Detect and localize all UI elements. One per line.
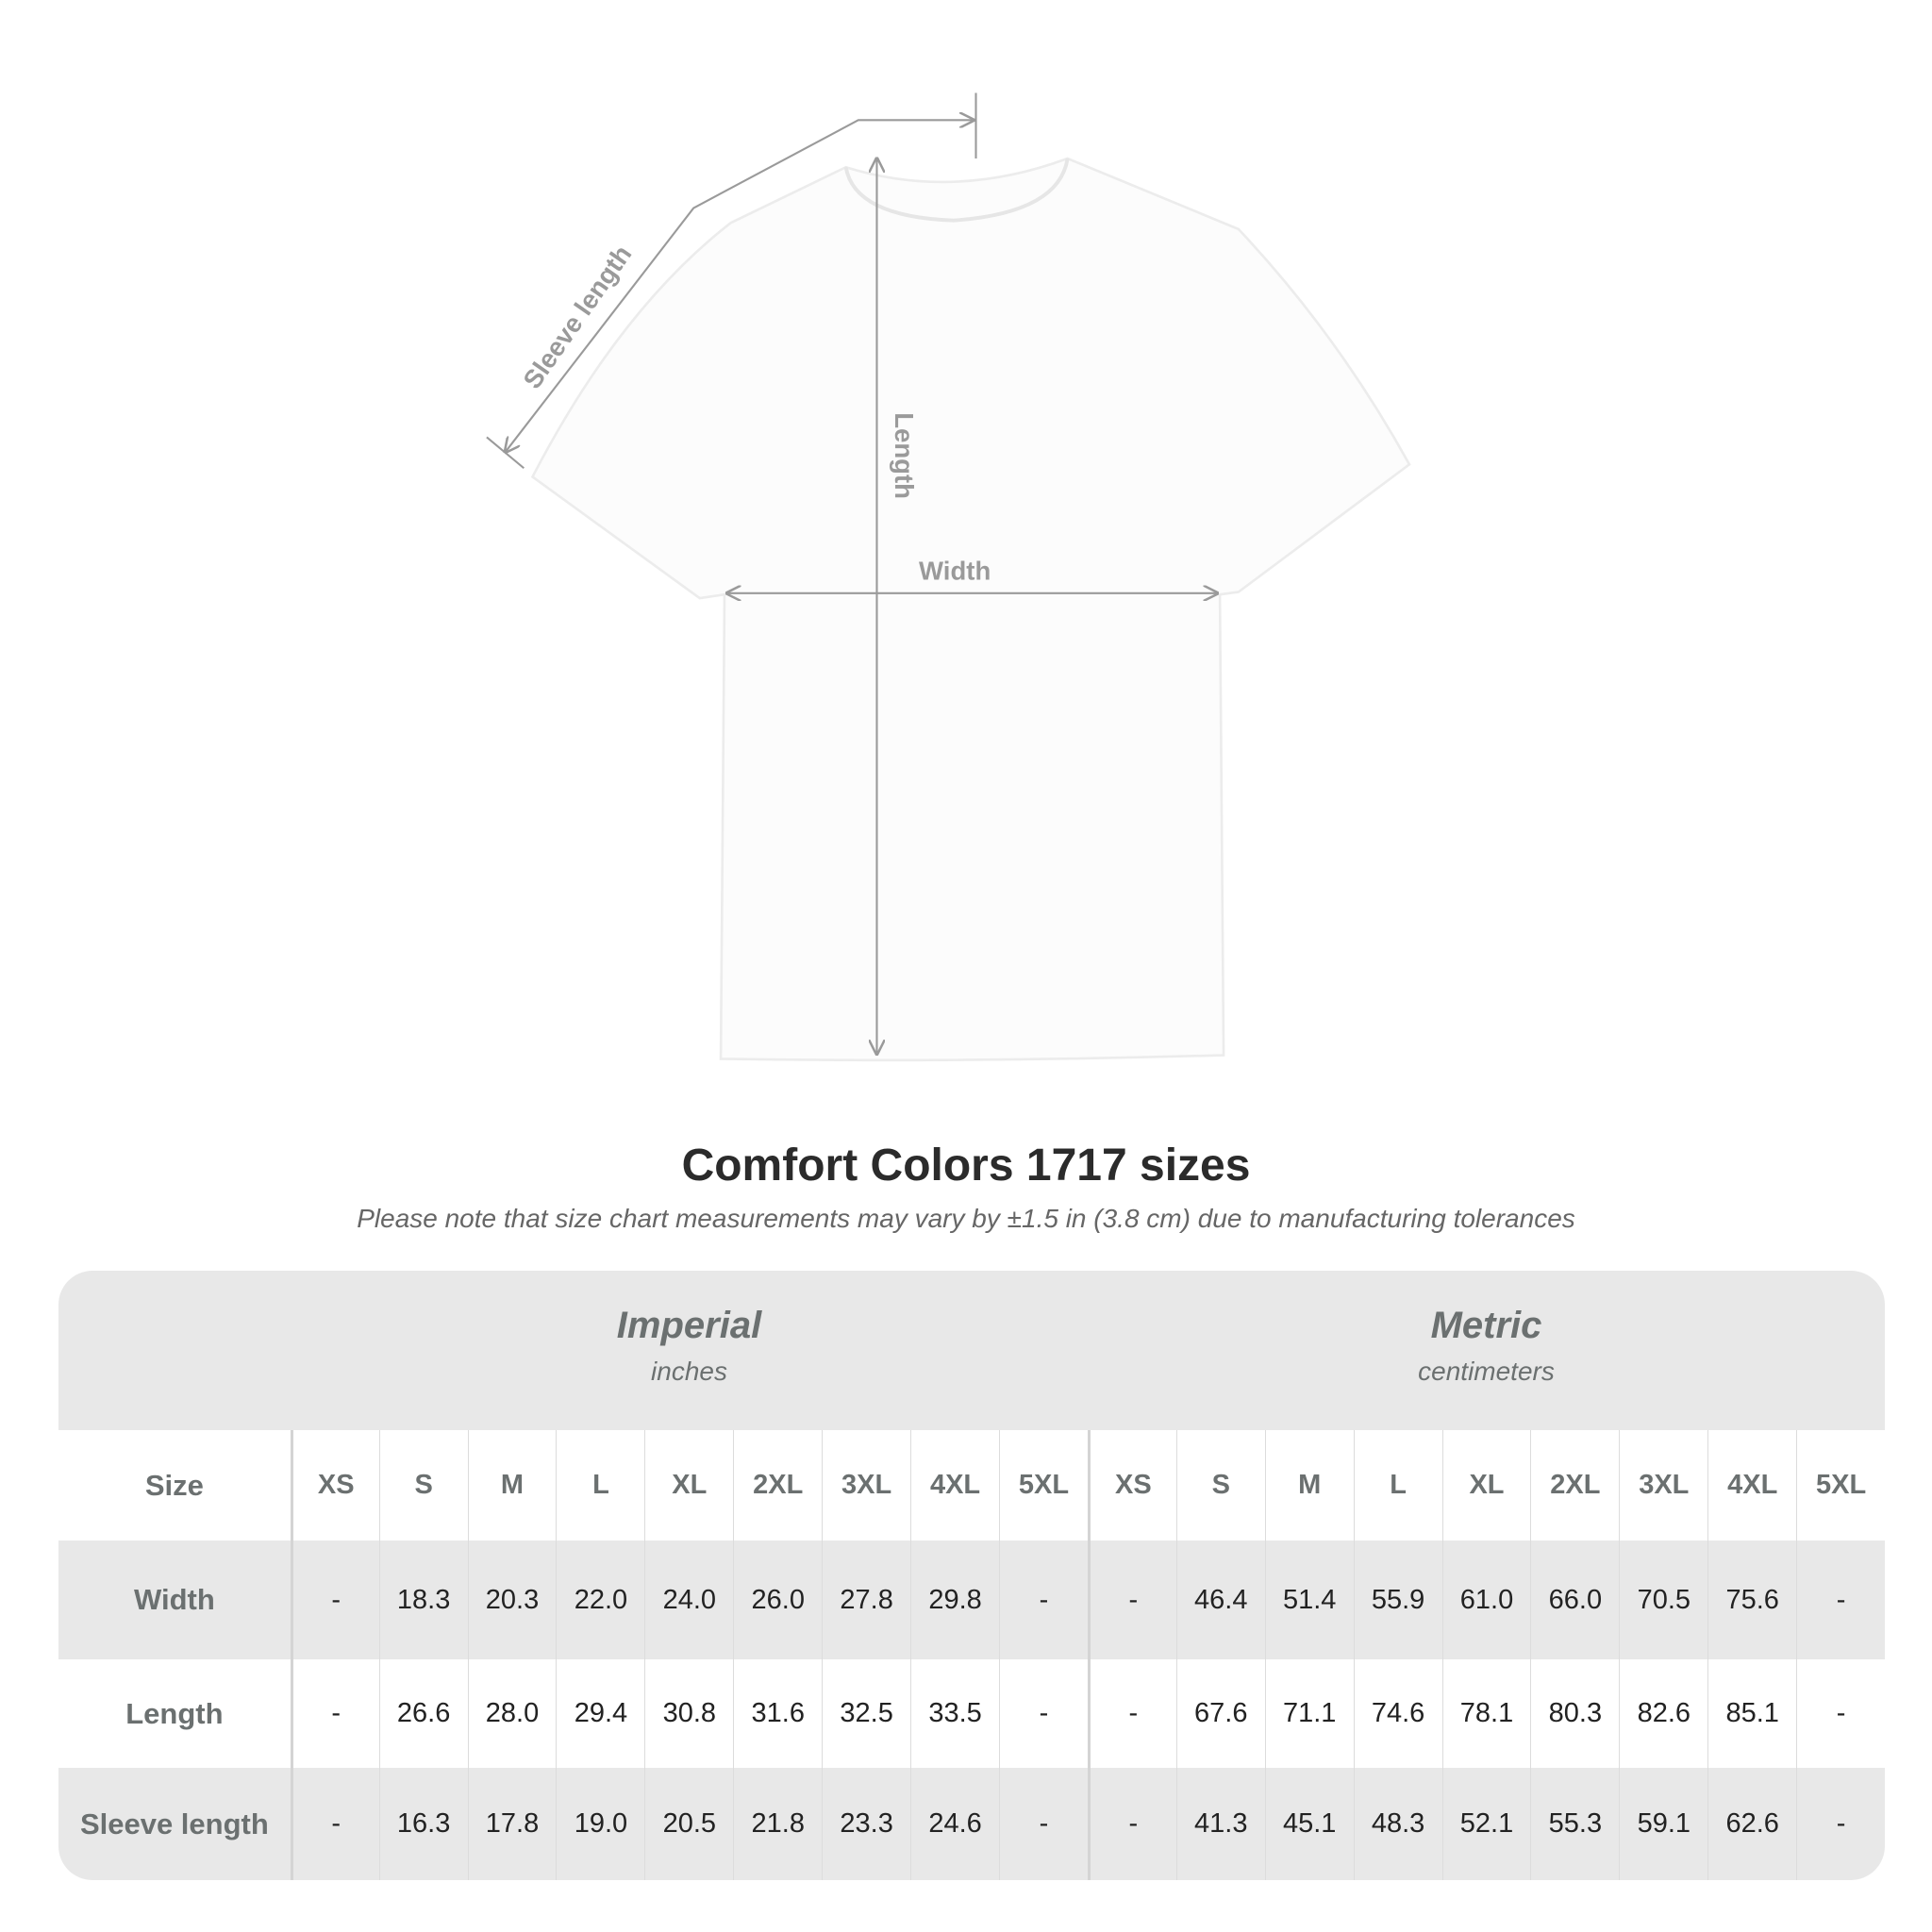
table-cell: 31.6 (733, 1659, 822, 1768)
table-cell: 20.3 (467, 1541, 557, 1659)
size-header-cell: 5XL (999, 1430, 1088, 1541)
table-cell: 26.0 (733, 1541, 822, 1659)
table-cell: 17.8 (467, 1768, 557, 1880)
table-cell: 23.3 (822, 1768, 910, 1880)
table-cell: 33.5 (910, 1659, 999, 1768)
table-row: Length -26.6 28.0 29.4 30.8 31.6 32.5 33.5- -67.… (58, 1659, 1885, 1768)
table-cell: 29.8 (910, 1541, 999, 1659)
table-cell: - (290, 1659, 379, 1768)
table-cell: 85.1 (1707, 1659, 1796, 1768)
table-cell: - (1796, 1768, 1885, 1880)
size-header-cell: M (1264, 1430, 1354, 1541)
table-cell: 45.1 (1264, 1768, 1354, 1880)
table-cell: 78.1 (1441, 1659, 1531, 1768)
table-cell: 30.8 (644, 1659, 733, 1768)
imperial-title: Imperial (616, 1305, 762, 1346)
table-cell: 48.3 (1353, 1768, 1442, 1880)
table-cell: - (999, 1768, 1088, 1880)
metric-group-header: Metric centimeters (1088, 1271, 1885, 1430)
table-row: Width -18.3 20.3 22.0 24.0 26.0 27.8 29.8- -46.4… (58, 1541, 1885, 1659)
size-header-row: Size XS S M L XL 2XL 3XL 4XL 5XL XS S M L XL 2XL 3XL 4XL 5… (58, 1430, 1885, 1541)
table-cell: - (1796, 1541, 1885, 1659)
table-cell: 70.5 (1619, 1541, 1707, 1659)
table-cell: 24.0 (644, 1541, 733, 1659)
table-cell: - (1087, 1659, 1176, 1768)
table-cell: 16.3 (378, 1768, 468, 1880)
table-row: Sleeve length -16.3 17.8 19.0 20.5 21.8 23.3 24… (58, 1768, 1885, 1880)
tshirt-image (530, 157, 1411, 1062)
table-cell: - (290, 1768, 379, 1880)
metric-title: Metric (1430, 1305, 1542, 1346)
sleeve-length-arrow (506, 120, 974, 452)
table-cell: 27.8 (822, 1541, 910, 1659)
table-cell: - (290, 1541, 379, 1659)
table-cell: 61.0 (1441, 1541, 1531, 1659)
page-title: Comfort Colors 1717 sizes (681, 1141, 1251, 1191)
size-header-cell: 5XL (1796, 1430, 1885, 1541)
table-cell: - (1087, 1768, 1176, 1880)
size-header-cell: L (1353, 1430, 1442, 1541)
table-cell: 18.3 (378, 1541, 468, 1659)
tolerance-note: Please note that size chart measurements… (357, 1204, 1575, 1233)
table-cell: 26.6 (378, 1659, 468, 1768)
size-header-cell: 2XL (733, 1430, 822, 1541)
size-header-cell: XS (290, 1430, 379, 1541)
row-label: Size (144, 1468, 204, 1502)
imperial-unit: inches (651, 1357, 727, 1386)
table-cell: 19.0 (556, 1768, 644, 1880)
table-cell: - (1087, 1541, 1176, 1659)
table-cell: 71.1 (1264, 1659, 1354, 1768)
table-cell: 20.5 (644, 1768, 733, 1880)
size-header-cell: 4XL (910, 1430, 999, 1541)
size-header-cell: XL (1441, 1430, 1531, 1541)
size-header-cell: L (556, 1430, 644, 1541)
size-header-cell: M (467, 1430, 557, 1541)
table-cell: 67.6 (1175, 1659, 1265, 1768)
size-header-cell: XS (1087, 1430, 1176, 1541)
metric-unit: centimeters (1418, 1357, 1555, 1386)
table-cell: 24.6 (910, 1768, 999, 1880)
table-cell: 59.1 (1619, 1768, 1707, 1880)
width-label: Width (919, 556, 991, 585)
table-cell: 80.3 (1530, 1659, 1619, 1768)
size-header-cell: S (378, 1430, 468, 1541)
table-cell: 32.5 (822, 1659, 910, 1768)
table-cell: - (999, 1659, 1088, 1768)
row-label: Sleeve length (79, 1807, 269, 1840)
table-cell: 75.6 (1707, 1541, 1796, 1659)
size-chart-table: Imperial inches Metric centimeters Size X… (58, 1271, 1885, 1880)
table-cell: 21.8 (733, 1768, 822, 1880)
table-cell: 29.4 (556, 1659, 644, 1768)
size-header-cell: 3XL (822, 1430, 910, 1541)
size-header-cell: 4XL (1707, 1430, 1796, 1541)
table-cell: 41.3 (1175, 1768, 1265, 1880)
imperial-group-header: Imperial inches (291, 1271, 1088, 1430)
table-cell: 66.0 (1530, 1541, 1619, 1659)
table-cell: 55.3 (1530, 1768, 1619, 1880)
row-label: Width (133, 1583, 215, 1616)
size-header-cell: 2XL (1530, 1430, 1619, 1541)
table-cell: - (999, 1541, 1088, 1659)
size-header-cell: 3XL (1619, 1430, 1707, 1541)
table-cell: 46.4 (1175, 1541, 1265, 1659)
table-cell: 74.6 (1353, 1659, 1442, 1768)
row-label: Length (125, 1696, 224, 1730)
table-cell: 82.6 (1619, 1659, 1707, 1768)
table-cell: 62.6 (1707, 1768, 1796, 1880)
table-cell: 28.0 (467, 1659, 557, 1768)
size-header-cell: XL (644, 1430, 733, 1541)
table-cell: 55.9 (1353, 1541, 1442, 1659)
table-cell: 51.4 (1264, 1541, 1354, 1659)
table-cell: 22.0 (556, 1541, 644, 1659)
size-header-cell: S (1175, 1430, 1265, 1541)
length-label: Length (890, 412, 919, 499)
table-cell: - (1796, 1659, 1885, 1768)
table-cell: 52.1 (1441, 1768, 1531, 1880)
